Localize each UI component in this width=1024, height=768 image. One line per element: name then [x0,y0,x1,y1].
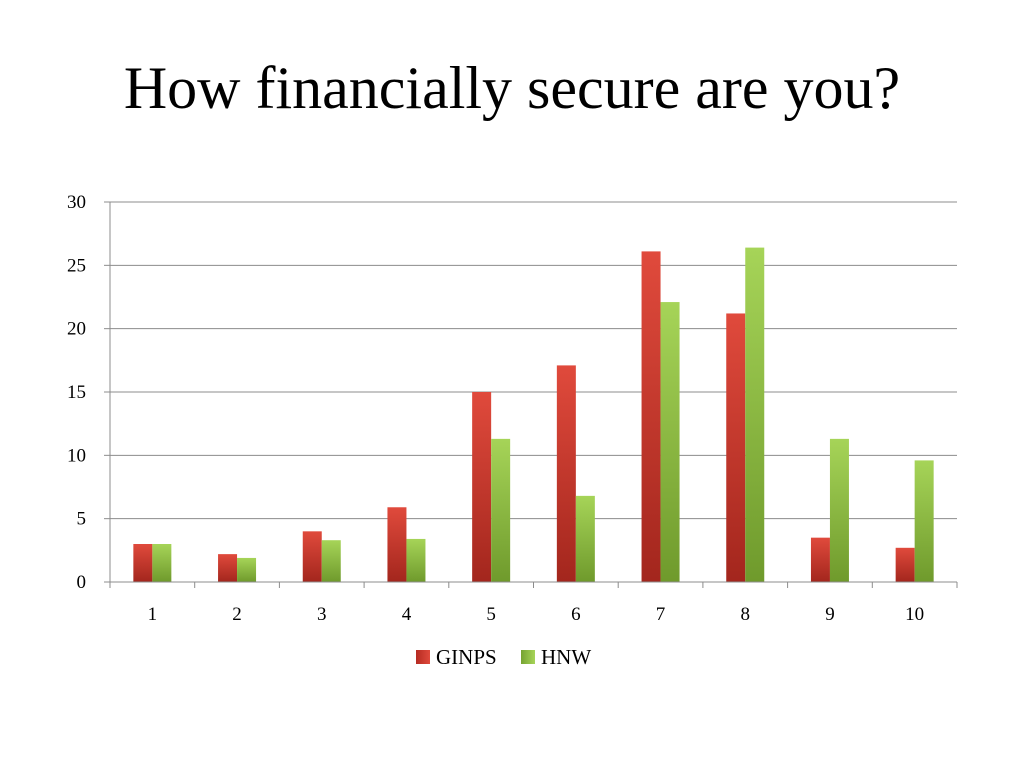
bar-ginps [472,392,492,582]
axes [104,201,958,588]
bar-hnw [914,460,934,582]
bar-hnw [321,540,341,582]
bar-hnw [491,438,511,582]
x-tick-label: 9 [825,604,835,625]
x-tick-label: 8 [741,604,751,625]
x-tick-label: 3 [317,604,327,625]
legend-swatch-hnw [521,650,535,664]
x-tick-label: 7 [656,604,666,625]
bar-ginps [810,537,830,582]
bar-hnw [660,302,680,582]
bar-hnw [829,438,849,582]
x-tick-label: 5 [486,604,496,625]
bars [133,247,934,582]
y-tick-label: 0 [77,572,87,593]
grid-lines [110,201,957,520]
y-tick-label: 25 [67,255,86,276]
bar-hnw [745,247,765,582]
bar-ginps [133,544,153,582]
y-tick-label: 30 [67,192,86,213]
bar-ginps [556,365,576,582]
bar-ginps [641,251,661,582]
bar-ginps [895,547,915,582]
bar-ginps [218,554,238,582]
legend: GINPS HNW [416,645,591,669]
legend-swatch-ginps [416,650,430,664]
y-tick-label: 15 [67,382,86,403]
bar-ginps [726,313,746,582]
bar-hnw [152,544,172,582]
y-tick-label: 20 [67,319,86,340]
bar-hnw [406,538,426,582]
bar-hnw [575,495,595,582]
x-tick-label: 1 [148,604,158,625]
y-tick-label: 10 [67,445,86,466]
x-tick-label: 4 [402,604,412,625]
legend-label-hnw: HNW [541,645,591,669]
bar-ginps [302,531,322,582]
y-tick-label: 5 [77,509,87,530]
x-tick-label: 10 [905,604,924,625]
x-tick-label: 2 [232,604,242,625]
slide-title: How financially secure are you? [123,55,901,121]
bar-ginps [387,507,407,582]
tick-labels: 0 5 10 15 20 25 30 1 2 3 4 5 6 7 8 9 10 [67,192,924,625]
bar-hnw [237,557,257,582]
x-tick-label: 6 [571,604,581,625]
legend-label-ginps: GINPS [436,645,497,669]
